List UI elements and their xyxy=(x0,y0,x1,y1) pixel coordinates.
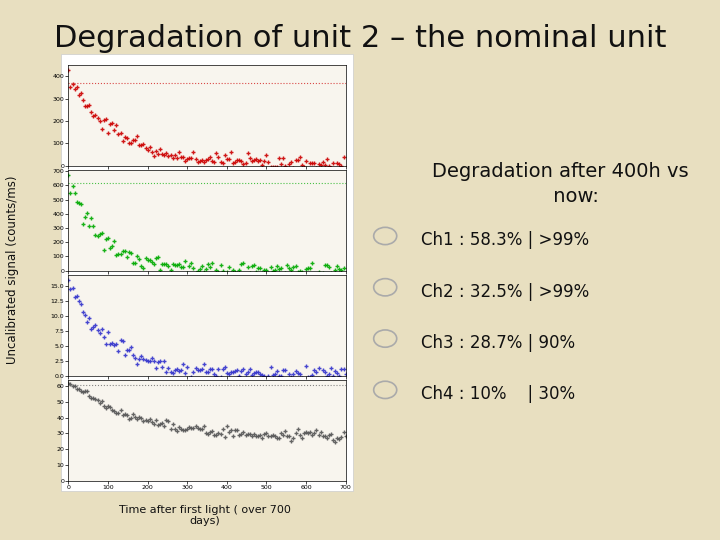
Text: Degradation of unit 2 – the nominal unit: Degradation of unit 2 – the nominal unit xyxy=(54,24,666,53)
Text: Ch2 : 32.5% | >99%: Ch2 : 32.5% | >99% xyxy=(421,282,590,301)
Text: Ch4 : 10%    | 30%: Ch4 : 10% | 30% xyxy=(421,385,575,403)
Text: Ch1 : 58.3% | >99%: Ch1 : 58.3% | >99% xyxy=(421,231,590,249)
Text: Uncalibrated signal (counts/ms): Uncalibrated signal (counts/ms) xyxy=(6,176,19,364)
Text: Degradation after 400h vs
     now:: Degradation after 400h vs now: xyxy=(432,162,688,206)
Text: Time after first light ( over 700
days): Time after first light ( over 700 days) xyxy=(120,505,291,526)
Text: Ch3 : 28.7% | 90%: Ch3 : 28.7% | 90% xyxy=(421,334,575,352)
